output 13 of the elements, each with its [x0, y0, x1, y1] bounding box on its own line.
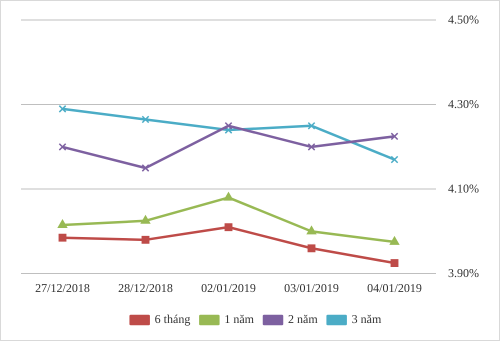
y-tick-label: 4.50% — [448, 12, 480, 26]
y-tick-label: 4.30% — [448, 96, 480, 111]
y-tick-label: 3.90% — [448, 266, 480, 280]
x-tick-label: 27/12/2018 — [35, 280, 90, 295]
x-tick-label: 04/01/2019 — [367, 280, 422, 295]
x-tick-label: 28/12/2018 — [118, 280, 173, 295]
legend-label: 2 năm — [288, 312, 318, 326]
x-tick-label: 02/01/2019 — [201, 280, 256, 295]
legend-label: 1 năm — [224, 312, 255, 326]
legend-label: 6 tháng — [154, 312, 190, 326]
y-tick-label: 4.10% — [448, 181, 480, 196]
legend-label: 3 năm — [352, 312, 382, 326]
x-tick-label: 03/01/2019 — [284, 280, 339, 295]
